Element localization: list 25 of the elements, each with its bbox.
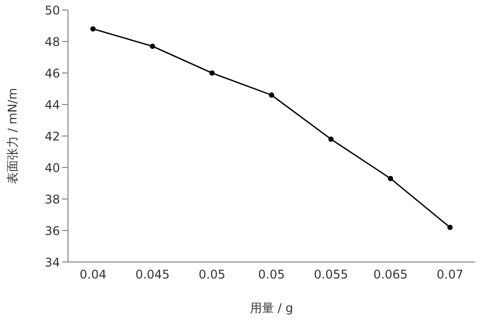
y-tick-label: 46 [44, 66, 60, 80]
x-tick-label: 0.045 [135, 268, 170, 282]
point [90, 26, 96, 32]
point [268, 92, 274, 98]
y-tick-label: 48 [44, 34, 60, 49]
y-tick-label: 50 [44, 3, 60, 18]
point [209, 70, 215, 76]
x-tick-label: 0.05 [198, 268, 226, 282]
x-axis-title: 用量 / g [250, 301, 294, 315]
point [388, 176, 394, 182]
y-tick-label: 38 [44, 192, 60, 206]
y-tick-label: 36 [44, 224, 60, 238]
x-tick-label: 0.07 [436, 268, 464, 282]
y-tick-label: 42 [44, 129, 60, 144]
x-tick-label: 0.04 [80, 268, 106, 282]
point [447, 224, 453, 230]
x-tick-label: 0.065 [373, 268, 408, 282]
y-tick-label: 40 [44, 160, 60, 175]
y-tick-label: 34 [44, 255, 60, 270]
x-tick-label: 0.05 [258, 268, 285, 282]
point [150, 44, 156, 49]
y-axis-title: 表面张力 / mN/m [5, 88, 20, 184]
x-tick-label: 0.055 [314, 268, 348, 282]
y-tick-label: 44 [44, 98, 60, 112]
point [328, 136, 334, 142]
